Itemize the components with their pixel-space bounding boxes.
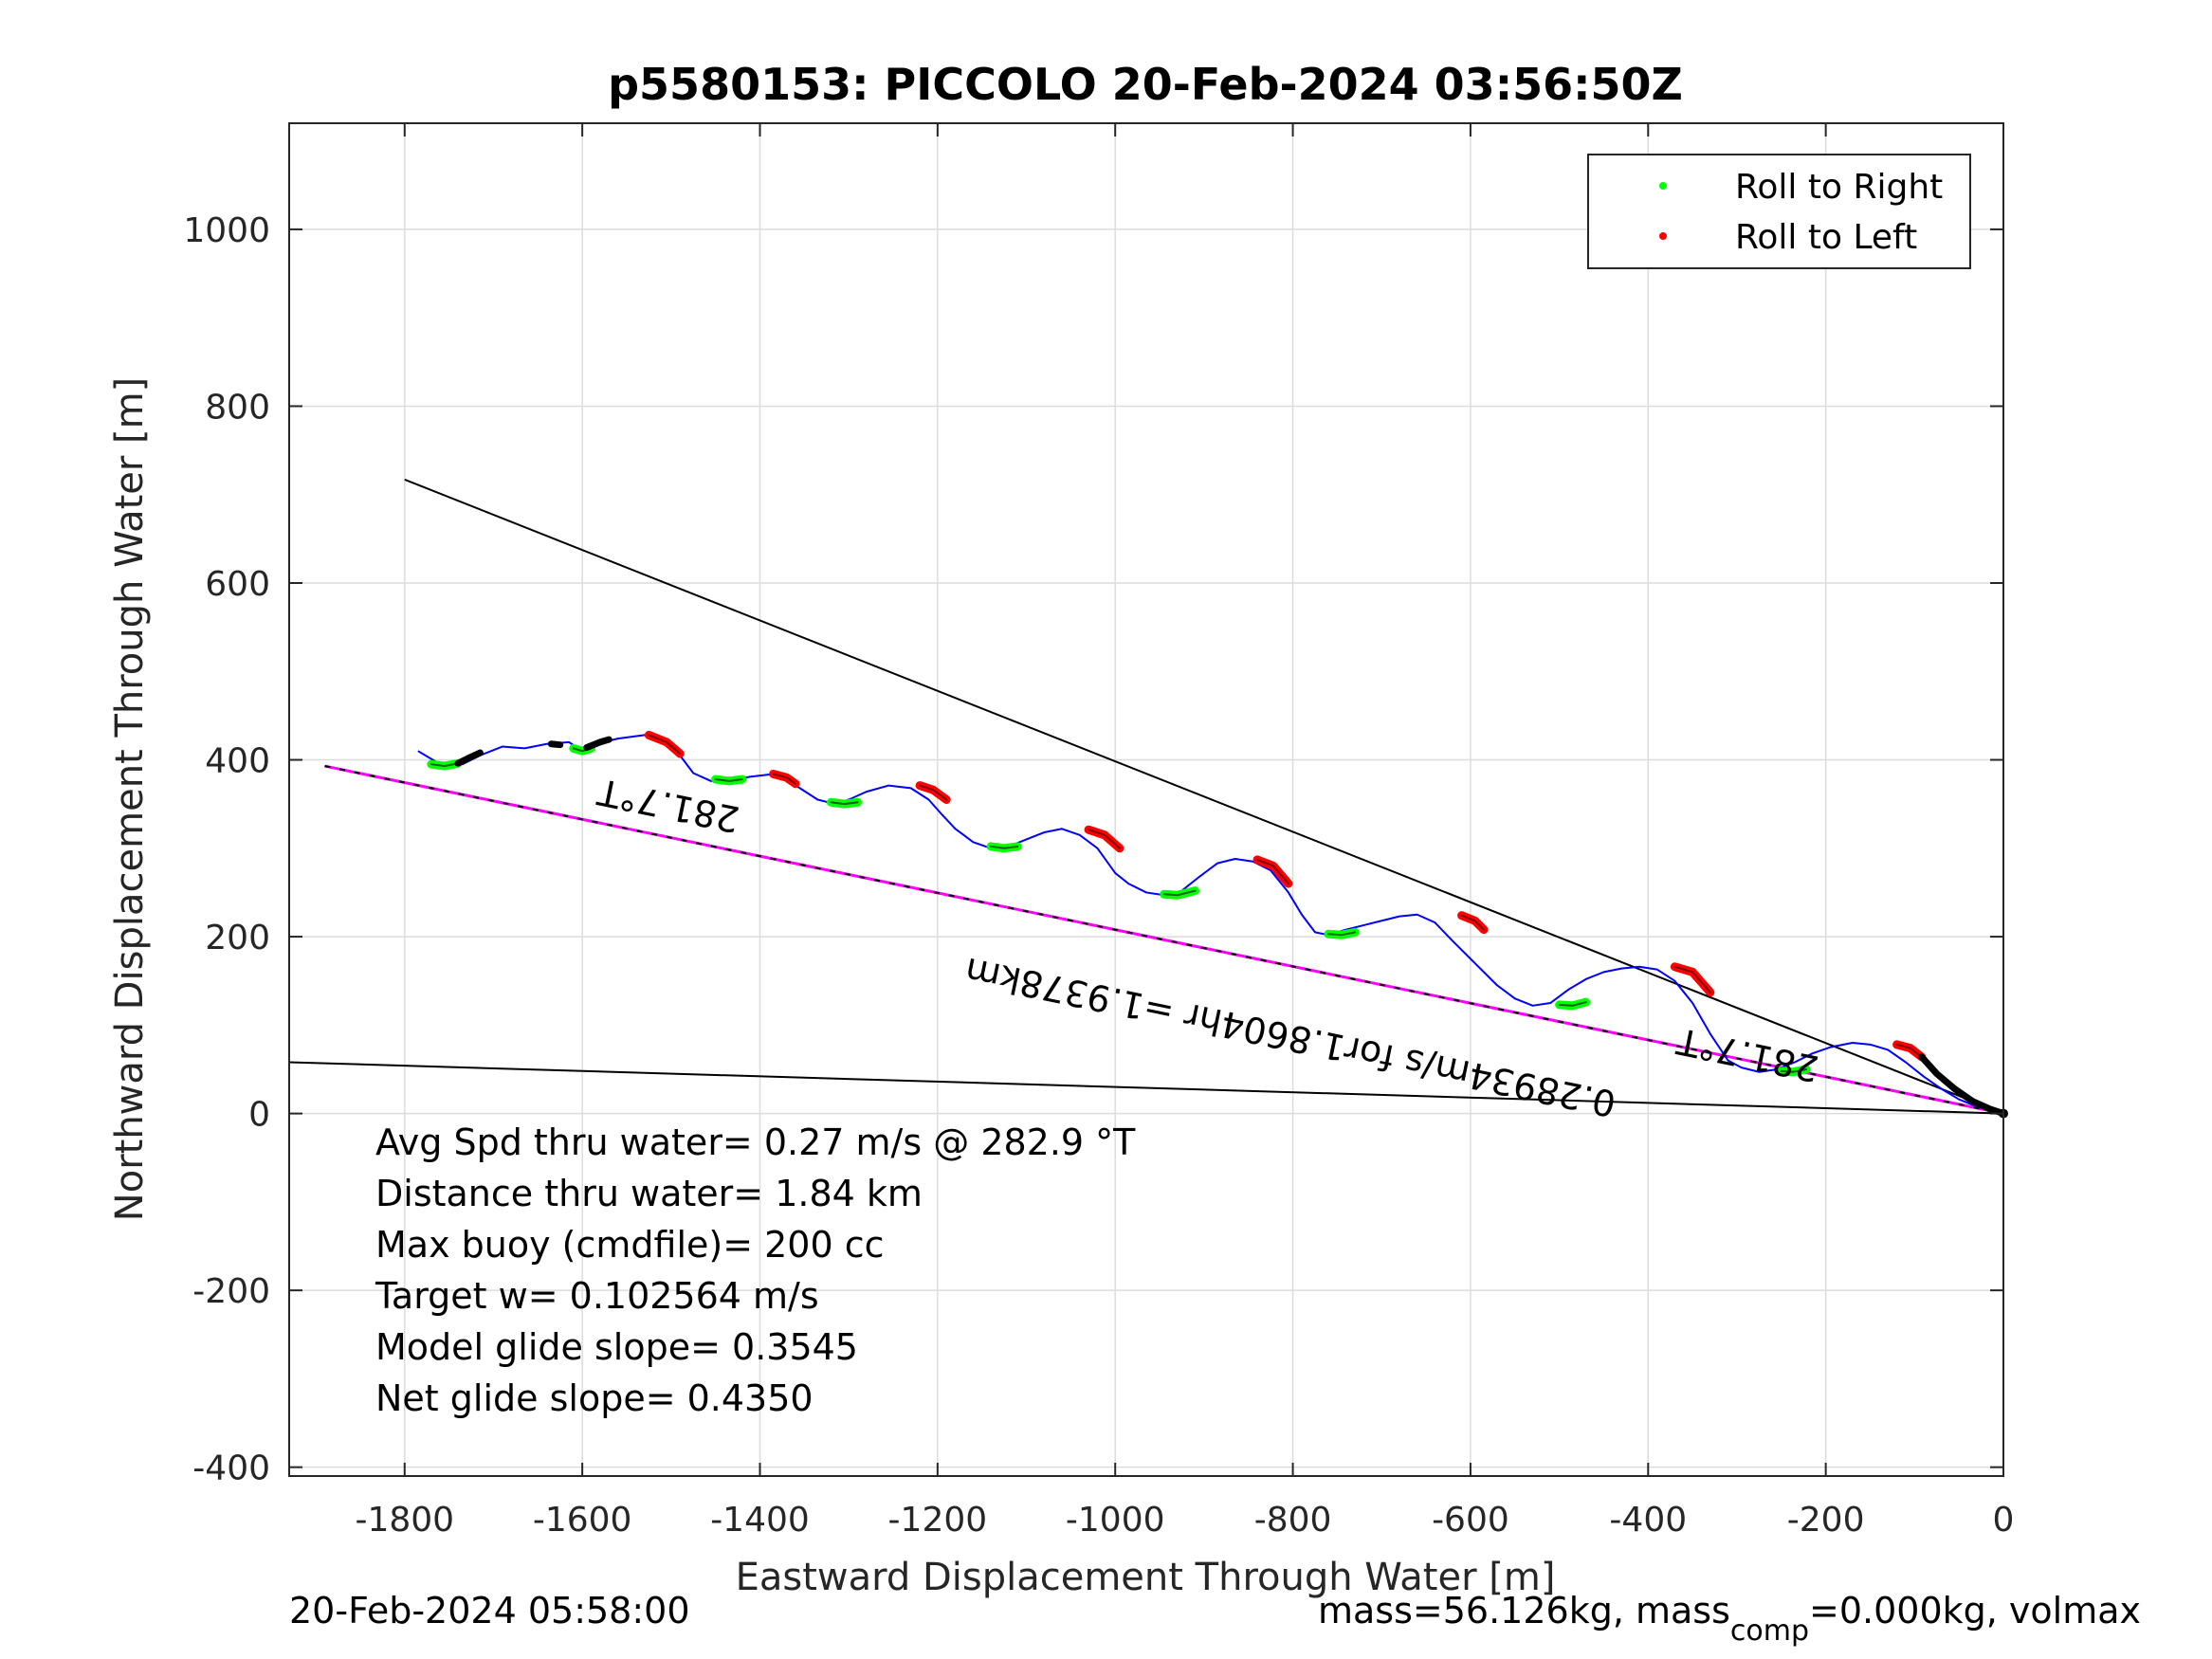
stat-line: Avg Spd thru water= 0.27 m/s @ 282.9 °T — [375, 1121, 1136, 1163]
stats-annotations: Avg Spd thru water= 0.27 m/s @ 282.9 °T D… — [375, 1121, 1136, 1419]
chart-title: p5580153: PICCOLO 20-Feb-2024 03:56:50Z — [608, 59, 1683, 110]
roll-left-segment-core — [1460, 914, 1485, 931]
y-tick-label: 400 — [205, 742, 270, 781]
roll-right-segment-core — [1780, 1067, 1808, 1073]
footer-mass-sub: comp — [1730, 1614, 1809, 1648]
stat-line: Max buoy (cmdfile)= 200 cc — [375, 1224, 885, 1266]
footer-timestamp: 20-Feb-2024 05:58:00 — [289, 1590, 690, 1632]
x-tick-label: -1800 — [355, 1501, 454, 1540]
stat-line: Net glide slope= 0.4350 — [375, 1377, 814, 1419]
x-tick-label: -1000 — [1066, 1501, 1165, 1540]
roll-right-segment-core — [830, 801, 859, 806]
y-tick-label: 1000 — [183, 211, 270, 250]
black-segment — [1918, 1053, 2007, 1118]
x-tick-label: -800 — [1254, 1501, 1332, 1540]
ticks: -1800 -1600 -1400 -1200 -1000 -800 -600 -400 -20… — [183, 123, 2014, 1540]
roll-right-segment-core — [430, 762, 459, 768]
x-tick-label: -1200 — [888, 1501, 988, 1540]
y-tick-label: 600 — [205, 565, 270, 604]
black-segment — [583, 736, 612, 751]
roll-left-segment-core — [1673, 965, 1711, 994]
stat-line: Target w= 0.102564 m/s — [375, 1275, 819, 1317]
x-tick-label: -200 — [1787, 1501, 1865, 1540]
legend-label-roll-right: Roll to Right — [1735, 168, 1943, 207]
black-segment — [454, 749, 484, 767]
y-tick-label: -200 — [192, 1272, 270, 1311]
x-tick-label: -1600 — [533, 1501, 632, 1540]
stat-line: Distance thru water= 1.84 km — [375, 1173, 923, 1214]
roll-left-segment-core — [648, 734, 682, 756]
roll-right-segment-core — [1558, 1001, 1587, 1007]
roll-left-segment-core — [1088, 829, 1121, 849]
axes-box — [288, 122, 2004, 1477]
black-segment — [547, 740, 564, 749]
roll-left-segment-core — [919, 784, 948, 801]
x-axis-label: Eastward Displacement Through Water [m] — [736, 1556, 1556, 1599]
reference-line-heading_upper — [404, 478, 2004, 1115]
legend-box — [1587, 154, 1971, 269]
y-tick-label: 800 — [205, 388, 270, 427]
legend-marker-roll-right — [1659, 182, 1667, 190]
roll-left-segment-core — [1256, 858, 1289, 885]
legend-label-roll-left: Roll to Left — [1735, 218, 1917, 257]
y-axis-label: Northward Displacement Through Water [m] — [108, 377, 152, 1221]
footer-mass-tail: =0.000kg, volmax — [1809, 1590, 2141, 1632]
reference-line-heading_lower — [288, 1061, 2004, 1115]
roll-left-segment-core — [1895, 1043, 1923, 1058]
roll-left-segment — [1252, 855, 1293, 888]
legend-marker-roll-left — [1659, 232, 1667, 240]
rotated-annotation: 281.7°T — [1673, 1020, 1822, 1090]
track-line — [417, 734, 2004, 1115]
roll-right-segment-core — [1327, 931, 1357, 937]
y-tick-label: 0 — [248, 1096, 270, 1135]
x-tick-label: -1400 — [710, 1501, 810, 1540]
footer-mass-info: mass=56.126kg, masscomp=0.000kg, volmax — [1318, 1590, 2141, 1648]
roll-left-segment-core — [772, 773, 796, 785]
rotated-annotation: 0.28934m/s for1.8604hr =1.9378km — [961, 950, 1619, 1125]
y-tick-label: -400 — [192, 1449, 270, 1488]
reference-line-net_line_black — [324, 765, 2004, 1115]
x-tick-label: 0 — [1993, 1501, 2015, 1540]
x-tick-label: -600 — [1432, 1501, 1509, 1540]
roll-right-segment-core — [1162, 889, 1197, 897]
grid — [289, 123, 2004, 1476]
legend: Roll to Right Roll to Left — [1587, 154, 1971, 269]
x-tick-label: -400 — [1609, 1501, 1687, 1540]
stat-line: Model glide slope= 0.3545 — [375, 1326, 858, 1368]
roll-right-segment-core — [714, 778, 743, 782]
y-tick-label: 200 — [205, 919, 270, 957]
roll-right-segment-core — [990, 845, 1019, 849]
footer-mass-main: mass=56.126kg, mass — [1318, 1590, 1730, 1632]
